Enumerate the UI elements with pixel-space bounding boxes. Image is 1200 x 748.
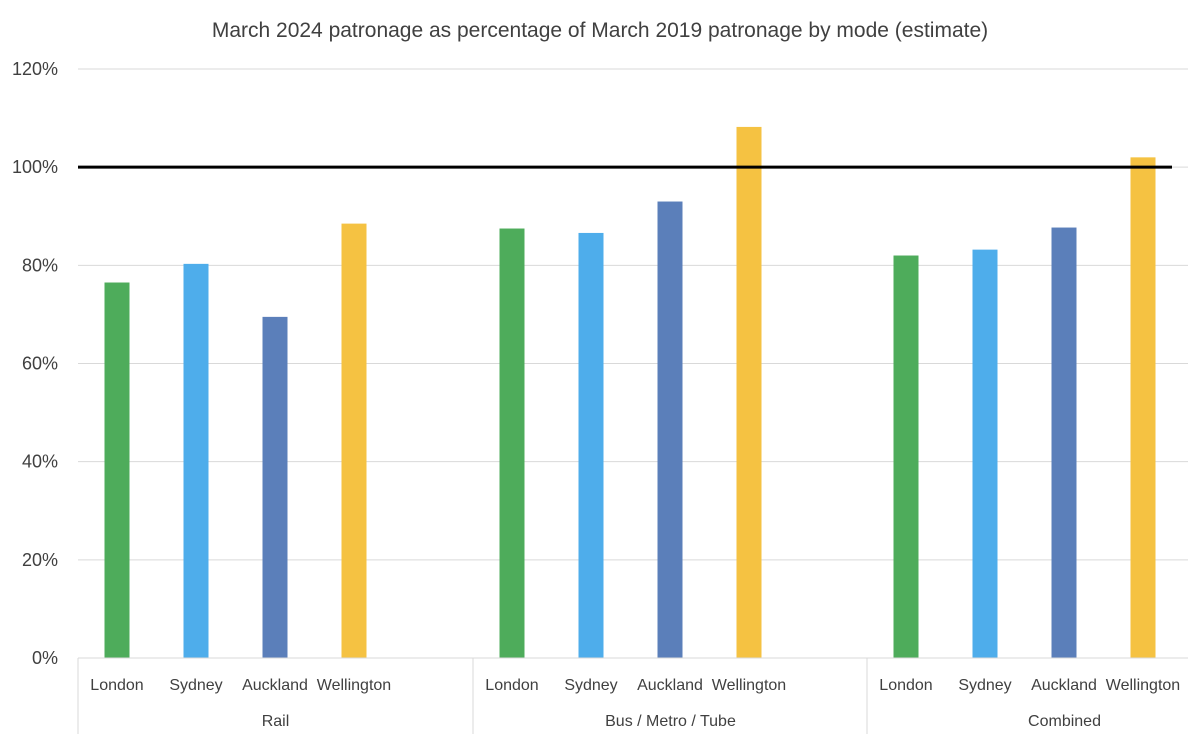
chart-title: March 2024 patronage as percentage of Ma… bbox=[212, 19, 988, 42]
x-category-label: Wellington bbox=[317, 677, 391, 694]
bar-sydney bbox=[183, 263, 209, 658]
bar-wellington bbox=[1130, 157, 1156, 658]
y-tick-label: 40% bbox=[22, 452, 58, 472]
x-category-label: Sydney bbox=[564, 677, 617, 694]
bar-auckland bbox=[262, 316, 288, 658]
y-tick-label: 0% bbox=[32, 648, 58, 668]
x-group-label: Combined bbox=[1028, 713, 1101, 730]
bar-auckland bbox=[657, 201, 683, 658]
bar-london bbox=[893, 255, 919, 658]
gridlines bbox=[78, 68, 1188, 561]
bar-london bbox=[104, 282, 130, 658]
x-category-label: Sydney bbox=[958, 677, 1011, 694]
y-tick-label: 120% bbox=[12, 59, 58, 79]
bars bbox=[104, 126, 1156, 659]
x-category-label: Wellington bbox=[1106, 677, 1180, 694]
y-tick-label: 80% bbox=[22, 255, 58, 275]
bar-wellington bbox=[736, 126, 762, 658]
x-category-label: London bbox=[879, 677, 932, 694]
bar-london bbox=[499, 228, 525, 659]
y-axis-ticks: 0% 20% 40% 60% 80% 100% 120% bbox=[12, 59, 58, 668]
bar-sydney bbox=[578, 232, 604, 658]
x-category-label: London bbox=[485, 677, 538, 694]
x-category-label: Auckland bbox=[242, 677, 308, 694]
y-tick-label: 60% bbox=[22, 354, 58, 374]
x-category-label: Wellington bbox=[712, 677, 786, 694]
x-category-label: Sydney bbox=[169, 677, 222, 694]
x-axis: London Sydney Auckland Wellington Rail London… bbox=[77, 657, 1188, 734]
bar-sydney bbox=[972, 249, 998, 659]
y-tick-label: 100% bbox=[12, 157, 58, 177]
x-group-label: Bus / Metro / Tube bbox=[605, 713, 736, 730]
y-tick-label: 20% bbox=[22, 550, 58, 570]
x-group-label: Rail bbox=[262, 713, 290, 730]
bar-auckland bbox=[1051, 227, 1077, 658]
x-category-label: Auckland bbox=[637, 677, 703, 694]
x-category-label: London bbox=[90, 677, 143, 694]
x-category-label: Auckland bbox=[1031, 677, 1097, 694]
bar-wellington bbox=[341, 223, 367, 659]
